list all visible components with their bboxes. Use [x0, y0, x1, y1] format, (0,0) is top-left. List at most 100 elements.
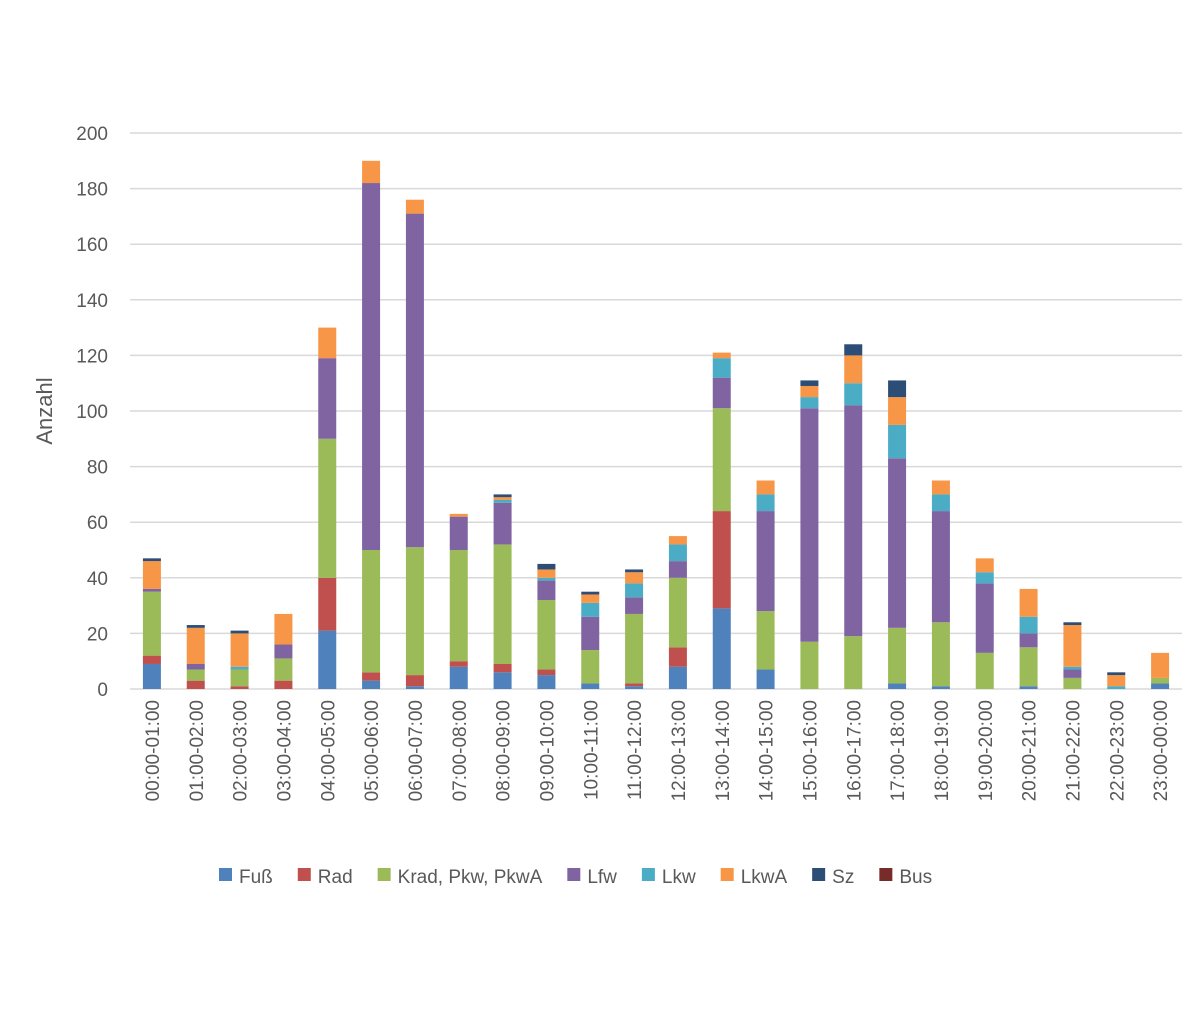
legend-item: LkwA — [720, 867, 788, 888]
x-tick-label: 17:00-18:00 — [888, 700, 909, 801]
legend-label: Bus — [899, 867, 932, 888]
bar-segment-lkw — [668, 544, 687, 562]
bar-segment-fu- — [537, 675, 556, 689]
bar-segment-sz — [888, 380, 907, 398]
y-axis-ticks: 0 20 40 60 80 100 120 140 160 180 200 — [76, 124, 108, 701]
x-tick-label: 18:00-19:00 — [932, 700, 953, 801]
legend-label: Rad — [318, 867, 353, 888]
bar-segment-fu- — [625, 686, 644, 689]
x-tick-label: 06:00-07:00 — [406, 700, 427, 801]
bar-segment-lkwa — [756, 480, 775, 495]
x-tick-label: 09:00-10:00 — [537, 700, 558, 801]
x-tick-label: 23:00-00:00 — [1151, 700, 1172, 801]
bar-segment-lkw — [1107, 686, 1126, 689]
x-tick-label: 15:00-16:00 — [800, 700, 821, 801]
bar-segment-lkw — [493, 499, 512, 503]
bar-segment-lkwa — [931, 480, 950, 495]
bar-segment-krad-pkw-pkwa — [625, 613, 644, 684]
bar-segment-fu- — [931, 686, 950, 689]
bar-segment-lfw — [712, 377, 731, 409]
bar-segment-lkw — [800, 397, 819, 409]
bar-segment-krad-pkw-pkwa — [668, 577, 687, 648]
bar-segment-krad-pkw-pkwa — [1063, 677, 1082, 689]
bar-segment-rad — [230, 686, 249, 689]
bar-segment-lkw — [625, 583, 644, 598]
bar-segment-lkwa — [844, 355, 863, 384]
bar-segment-lkwa — [1063, 625, 1082, 667]
bar-segment-lfw — [888, 458, 907, 628]
bar-segment-lfw — [318, 358, 337, 439]
bar-segment-fu- — [668, 666, 687, 689]
legend-swatch — [641, 868, 655, 881]
bar-segment-lkwa — [1151, 652, 1170, 678]
y-axis-label: Anzahl — [32, 377, 57, 444]
bar-segment-lkwa — [405, 199, 424, 214]
gridlines — [130, 132, 1182, 690]
y-tick-label: 180 — [76, 180, 108, 201]
bar-segment-krad-pkw-pkwa — [975, 652, 994, 689]
legend-label: Lkw — [662, 867, 696, 888]
bar-segment-krad-pkw-pkwa — [800, 641, 819, 689]
x-tick-label: 13:00-14:00 — [713, 700, 734, 801]
legend-item: Rad — [297, 867, 353, 888]
bar-segment-krad-pkw-pkwa — [318, 438, 337, 578]
legend-swatch — [567, 868, 581, 881]
bar-segment-lkwa — [625, 572, 644, 584]
legend-label: LkwA — [741, 867, 788, 888]
bar-segment-lkwa — [230, 633, 249, 667]
bar-segment-lkwa — [537, 569, 556, 578]
x-tick-label: 16:00-17:00 — [844, 700, 865, 801]
bar-segment-lfw — [975, 583, 994, 653]
x-tick-label: 11:00-12:00 — [625, 700, 646, 800]
legend-label: Sz — [832, 867, 854, 888]
bar-segment-krad-pkw-pkwa — [230, 669, 249, 687]
legend-label: Krad, Pkw, PkwA — [398, 867, 543, 888]
bar-segment-lkw — [844, 383, 863, 406]
bar-segment-lkwa — [493, 497, 512, 500]
bar-segment-krad-pkw-pkwa — [537, 600, 556, 670]
bar-segment-krad-pkw-pkwa — [931, 622, 950, 687]
bar-segment-lfw — [756, 511, 775, 612]
bar-segment-lkwa — [274, 613, 293, 645]
bar-segment-krad-pkw-pkwa — [1151, 677, 1170, 684]
bar-segment-sz — [625, 569, 644, 573]
bar-segment-lfw — [668, 561, 687, 578]
bar-segment-lkw — [537, 577, 556, 581]
y-tick-label: 200 — [76, 124, 108, 145]
legend-item: Krad, Pkw, PkwA — [377, 867, 543, 888]
bar-segment-fu- — [888, 683, 907, 689]
bar-segment-sz — [1107, 672, 1126, 676]
x-tick-label: 10:00-11:00 — [581, 700, 602, 800]
x-tick-label: 03:00-04:00 — [274, 700, 295, 801]
bar-segment-lkwa — [186, 627, 205, 664]
bar-segment-fu- — [581, 683, 600, 689]
legend-swatch — [219, 868, 232, 881]
bar-segment-lkw — [1019, 616, 1038, 634]
bar-segment-lkwa — [975, 558, 994, 573]
bar-segment-rad — [142, 655, 161, 664]
bar-segment-krad-pkw-pkwa — [756, 611, 775, 670]
legend-swatch — [377, 868, 391, 881]
legend-swatch — [297, 868, 311, 881]
bar-segment-sz — [581, 591, 600, 595]
bar-segment-lfw — [274, 644, 293, 659]
bar-segment-lkwa — [1019, 588, 1038, 617]
bar-segment-rad — [537, 669, 556, 676]
x-tick-label: 07:00-08:00 — [450, 700, 471, 801]
bar-segment-krad-pkw-pkwa — [362, 550, 381, 673]
bar-segment-lfw — [493, 502, 512, 545]
bar-segment-fu- — [712, 608, 731, 689]
x-tick-label: 08:00-09:00 — [494, 700, 515, 801]
x-tick-label: 01:00-02:00 — [187, 700, 208, 801]
legend-swatch — [812, 868, 826, 881]
bar-segment-krad-pkw-pkwa — [581, 650, 600, 684]
bar-segment-krad-pkw-pkwa — [405, 547, 424, 676]
bar-segment-lkw — [1063, 666, 1082, 670]
bars — [142, 160, 1170, 689]
bar-segment-fu- — [1151, 683, 1170, 689]
bar-segment-fu- — [756, 669, 775, 689]
y-tick-label: 160 — [76, 235, 108, 256]
bar-segment-lfw — [1063, 669, 1082, 678]
bar-segment-rad — [186, 680, 205, 689]
